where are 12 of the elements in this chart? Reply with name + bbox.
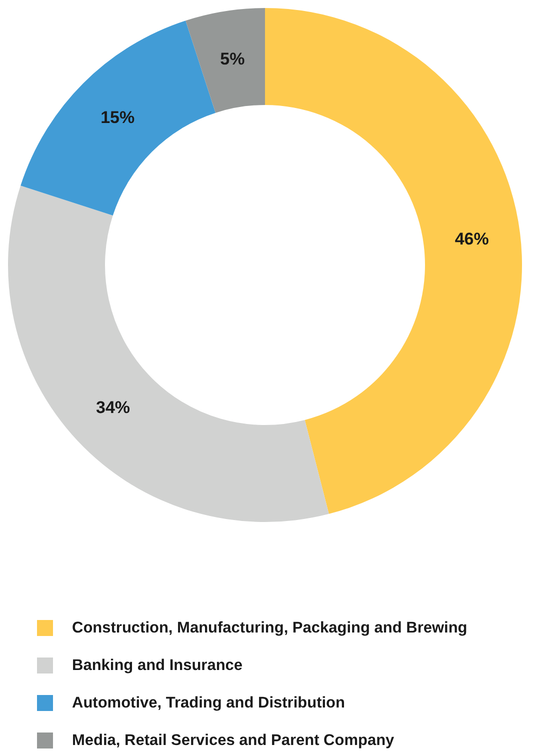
legend-label: Construction, Manufacturing, Packaging and Brewing (72, 620, 468, 636)
data-label: 46% (454, 229, 489, 248)
donut-slice (20, 20, 216, 216)
donut-slice (265, 8, 522, 514)
data-label: 34% (96, 398, 130, 418)
legend-label: Banking and Insurance (72, 657, 243, 674)
donut-slice (8, 186, 329, 522)
donut-slice (186, 8, 265, 113)
legend-label: Media, Retail Services and Parent Company (72, 732, 395, 749)
legend-label: Automotive, Trading and Distribution (72, 694, 345, 712)
data-label: 5% (220, 50, 245, 69)
data-label: 15% (100, 108, 135, 128)
